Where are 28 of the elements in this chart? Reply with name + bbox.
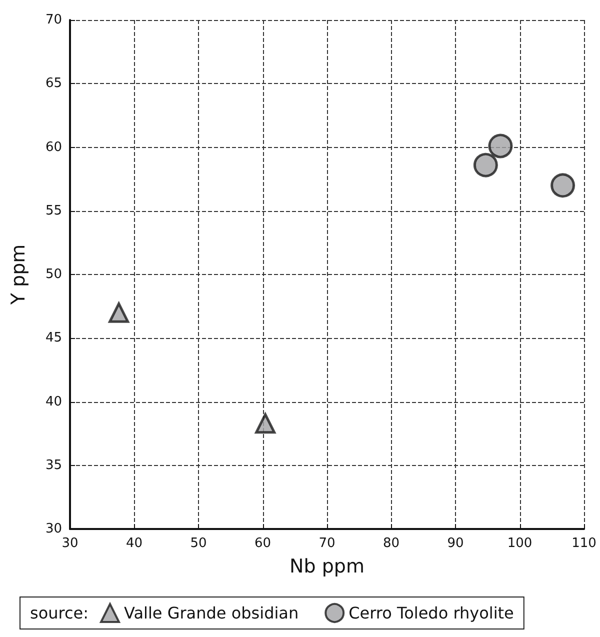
y-tick-label: 70 [45,12,62,28]
point [255,413,276,434]
point [550,173,576,198]
x-tick-label: 100 [507,536,532,551]
y-tick-label: 35 [45,458,62,473]
y-tick-label: 65 [45,76,62,92]
x-tick-label: 80 [382,536,400,551]
y-tick-label: 55 [45,203,62,218]
x-tick-label: 70 [318,536,336,551]
x-tick-label: 60 [254,536,272,551]
y-tick-label: 40 [45,394,62,410]
x-tick-label: 90 [447,536,464,551]
x-tick-label: 40 [126,536,143,551]
point [488,134,513,158]
x-tick-label: 110 [572,536,596,551]
point [108,302,130,323]
x-tick-label: 30 [62,536,78,551]
y-tick-label: 45 [45,330,62,346]
legend-title: source: [30,604,89,622]
y-tick-label: 60 [45,140,62,155]
x-axis-title: Nb ppm [290,556,364,578]
y-tick-label: 30 [45,522,62,536]
legend-label: Cerro Toledo rhyolite [348,604,514,622]
point [473,152,498,178]
y-axis-title: Y ppm [8,244,30,306]
x-tick-label: 50 [190,536,207,551]
legend-label: Valle Grande obsidian [124,604,299,622]
y-tick-label: 50 [45,267,62,282]
